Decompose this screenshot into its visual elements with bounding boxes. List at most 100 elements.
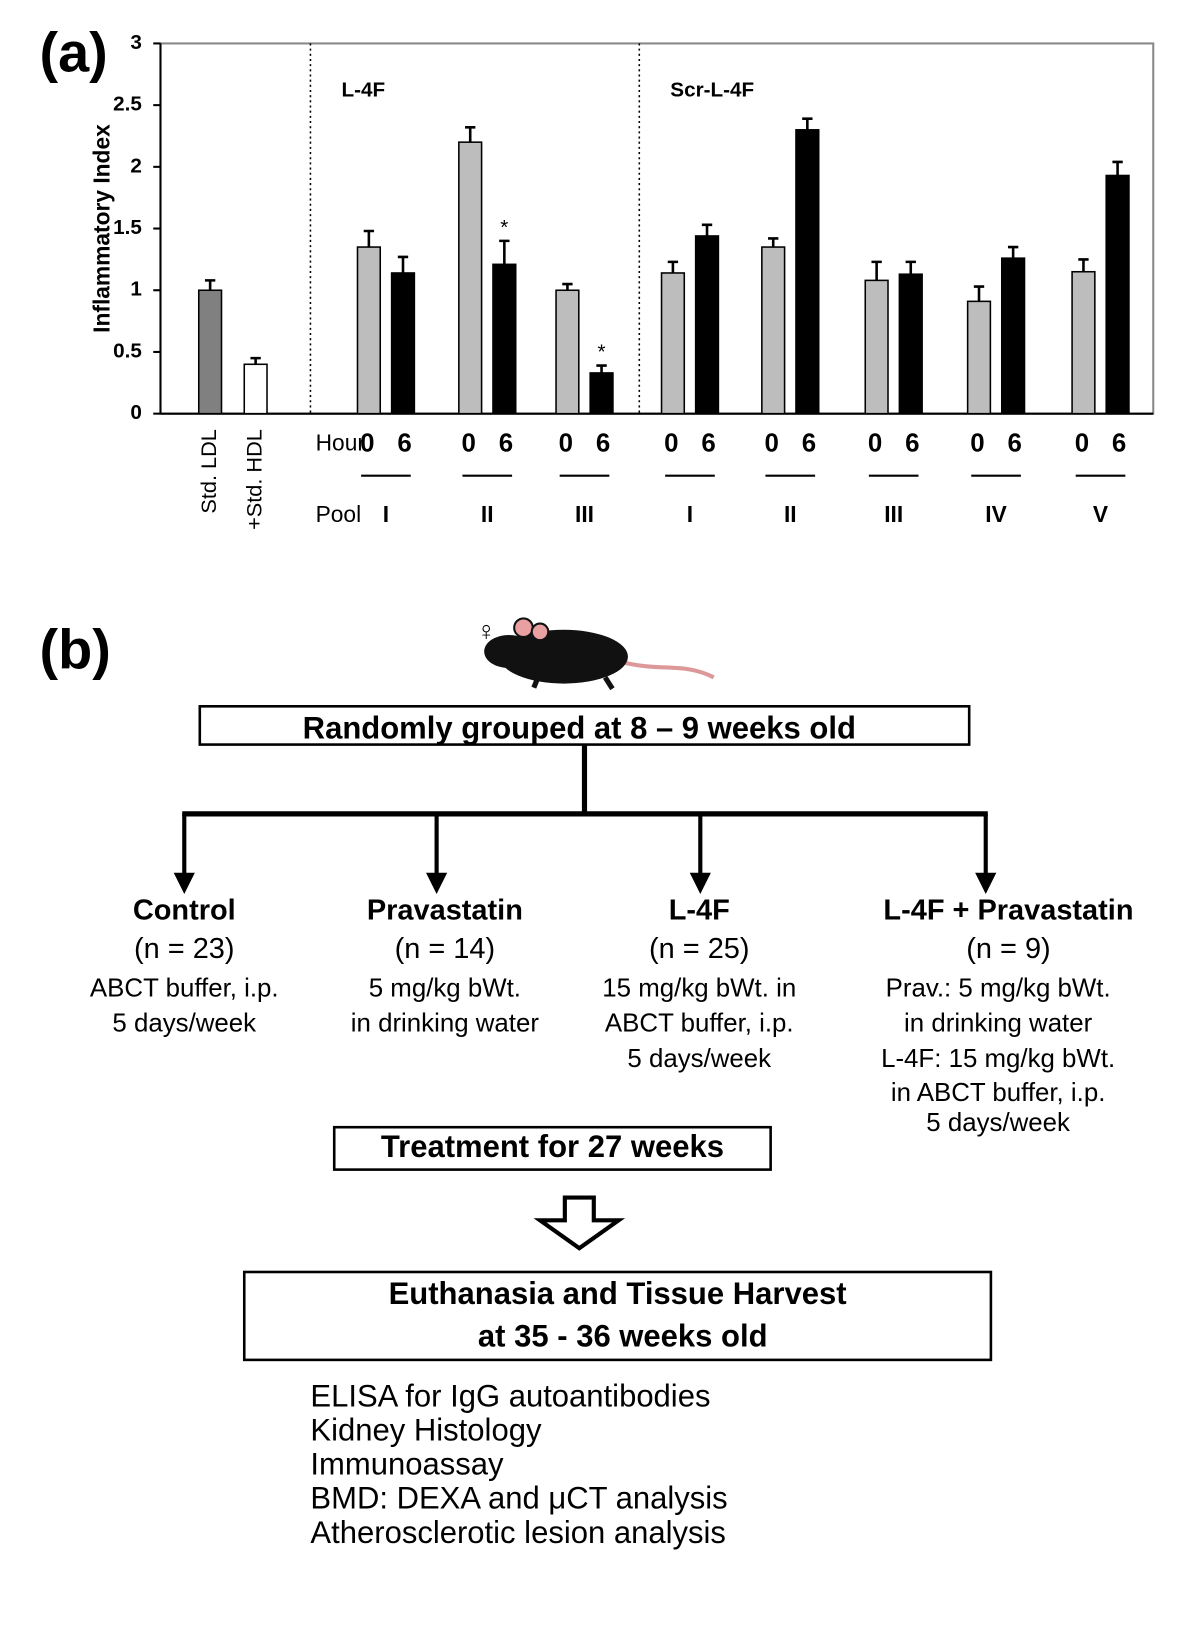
group-name: L-4F + Pravastatin	[883, 895, 1133, 927]
y-tick-label: 1.5	[113, 216, 142, 239]
hour-label: 0	[764, 430, 778, 458]
hour-label: 0	[360, 430, 374, 458]
group-name: Pravastatin	[367, 895, 523, 927]
error-bar	[1078, 258, 1089, 272]
y-tick-label: 0.5	[113, 339, 142, 362]
hour-label: 6	[596, 430, 610, 458]
treatment-box	[332, 1125, 772, 1171]
hour-label: 0	[461, 430, 475, 458]
bar	[356, 246, 382, 415]
group-size: (n = 23)	[134, 933, 235, 965]
error-bar	[973, 285, 985, 302]
bar	[864, 279, 889, 415]
group-detail: Prav.: 5 mg/kg bWt.	[886, 974, 1111, 1002]
treatment-text: Treatment for 27 weeks	[381, 1129, 724, 1164]
error-bar	[363, 229, 375, 248]
error-bar	[397, 255, 409, 273]
error-bar	[871, 260, 882, 281]
down-arrow	[533, 1195, 626, 1251]
bar	[390, 272, 416, 415]
end-text: at 35 - 36 weeks old	[478, 1318, 768, 1353]
group-detail: 5 days/week	[627, 1045, 771, 1073]
hour-label: 0	[868, 430, 882, 458]
pool-row-label: Pool	[316, 501, 362, 527]
group-detail: 5 mg/kg bWt.	[369, 974, 521, 1002]
error-bar	[204, 279, 216, 291]
hour-label: 6	[802, 430, 816, 458]
analysis-item: BMD: DEXA and μCT analysis	[310, 1481, 727, 1516]
y-tick-label: 1	[130, 278, 142, 301]
error-bar	[905, 260, 916, 275]
mouse-icon	[484, 617, 715, 691]
hour-label: 6	[1112, 430, 1126, 458]
group-detail: in drinking water	[351, 1010, 540, 1038]
x-tick-label: Std. LDL	[196, 429, 221, 513]
bar	[898, 273, 923, 415]
hour-label: 0	[970, 430, 984, 458]
group-size: (n = 9)	[966, 933, 1050, 965]
branch-arrows	[173, 813, 997, 894]
hour-label: 6	[499, 430, 513, 458]
group-detail: L-4F: 15 mg/kg bWt.	[881, 1045, 1115, 1073]
y-tick-label: 0	[130, 401, 142, 424]
bar	[761, 246, 786, 415]
hour-label: 6	[701, 430, 715, 458]
hour-label: 0	[1075, 430, 1089, 458]
analysis-item: Atherosclerotic lesion analysis	[310, 1515, 725, 1550]
error-bar	[1007, 245, 1019, 259]
significance-marker: *	[598, 341, 606, 364]
bar	[1071, 270, 1096, 415]
group-detail: in ABCT buffer, i.p.	[891, 1079, 1106, 1107]
y-tick-label: 3	[130, 31, 142, 54]
group-detail: 15 mg/kg bWt. in	[602, 974, 796, 1002]
end-box	[242, 1270, 993, 1362]
error-bar	[596, 364, 607, 373]
error-bar	[562, 282, 573, 291]
error-bar	[250, 356, 261, 365]
error-bar	[667, 260, 679, 273]
group-name: L-4F	[669, 895, 730, 927]
hour-label: 6	[397, 430, 411, 458]
error-bar	[1112, 160, 1123, 176]
group-detail: ABCT buffer, i.p.	[90, 974, 279, 1002]
bar	[197, 289, 223, 415]
pool-label: I	[383, 501, 389, 527]
panel-label: (b)	[39, 617, 110, 680]
bar	[458, 141, 483, 415]
pool-label: III	[575, 501, 594, 527]
group-label: L-4F	[341, 78, 385, 101]
sex-symbol: ♀	[476, 616, 496, 646]
bar	[660, 272, 686, 415]
bar	[966, 300, 992, 415]
panel-label: (a)	[39, 21, 107, 84]
error-bar	[768, 237, 779, 248]
group-detail: 5 days/week	[112, 1010, 256, 1038]
pool-label: II	[784, 501, 797, 527]
pool-label: V	[1093, 501, 1109, 527]
group-detail: ABCT buffer, i.p.	[605, 1010, 794, 1038]
hour-row-label: Hour	[316, 430, 366, 456]
y-tick-label: 2.5	[113, 93, 142, 116]
hour-label: 0	[559, 430, 573, 458]
analysis-item: Kidney Histology	[310, 1412, 542, 1447]
bar	[555, 289, 580, 415]
error-bar	[465, 126, 476, 143]
hour-label: 6	[1008, 430, 1022, 458]
bar	[1000, 257, 1026, 415]
pool-label: IV	[985, 501, 1007, 527]
significance-marker: *	[500, 216, 508, 239]
x-tick-label: +Std. HDL	[241, 429, 266, 530]
bar	[243, 363, 268, 415]
start-text: Randomly grouped at 8 – 9 weeks old	[303, 710, 856, 745]
group-size: (n = 25)	[649, 933, 750, 965]
hour-label: 0	[664, 430, 678, 458]
group-size: (n = 14)	[395, 933, 496, 965]
bar	[1105, 174, 1130, 415]
error-bar	[701, 223, 713, 236]
group-label: Scr-L-4F	[670, 78, 754, 101]
bar	[694, 235, 720, 415]
pool-label: II	[481, 501, 494, 527]
y-axis-label: Inflammatory Index	[89, 124, 115, 333]
